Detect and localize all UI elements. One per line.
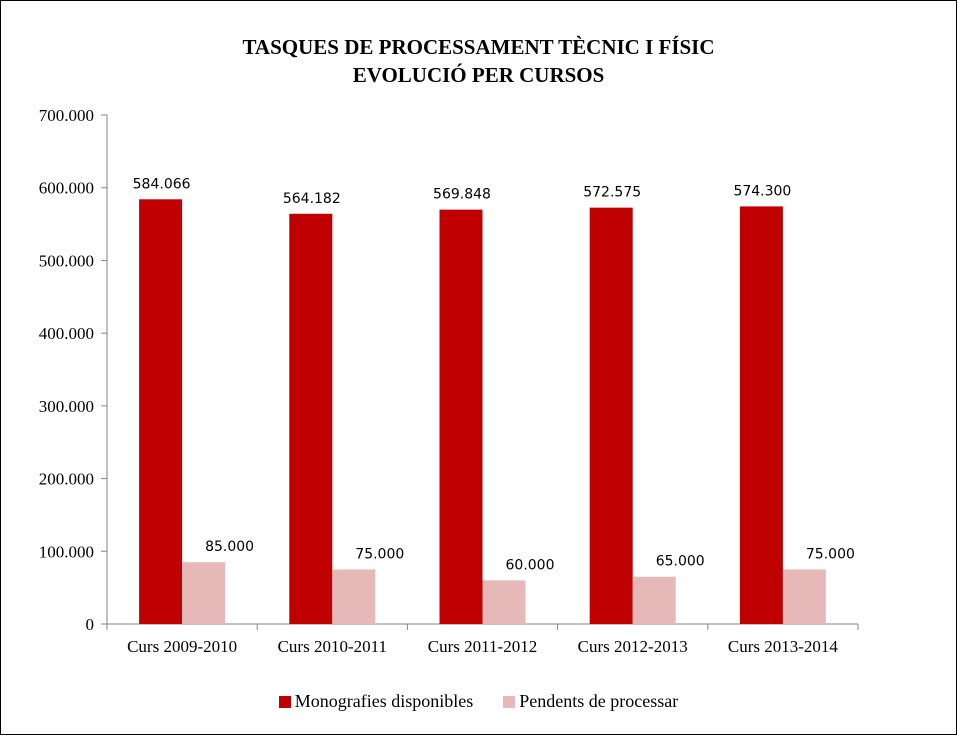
legend-item-series-2: Pendents de processar: [503, 691, 678, 712]
bar-pendents: [632, 576, 676, 624]
data-label: 574.300: [733, 183, 791, 199]
data-label: 569.848: [433, 187, 491, 203]
y-tick-label: 400.000: [39, 324, 94, 343]
y-tick-label: 700.000: [39, 106, 94, 125]
x-tick-label: Curs 2013-2014: [728, 637, 839, 656]
y-tick-label: 200.000: [39, 470, 94, 489]
chart-title: TASQUES DE PROCESSAMENT TÈCNIC I FÍSIC: [242, 35, 715, 59]
legend-label-series-1: Monografies disponibles: [294, 691, 474, 711]
data-label: 65.000: [656, 554, 705, 570]
y-tick-label: 500.000: [39, 251, 94, 270]
bar-pendents: [782, 569, 826, 624]
bar-monografies: [289, 213, 333, 624]
bar-monografies: [589, 207, 633, 624]
x-tick-label: Curs 2011-2012: [428, 637, 537, 656]
data-label: 584.066: [133, 176, 191, 192]
data-label: 564.182: [283, 191, 341, 207]
bar-monografies: [139, 199, 183, 624]
x-tick-label: Curs 2009-2010: [127, 637, 237, 656]
legend-swatch-series-1: [278, 695, 291, 708]
bar-monografies: [739, 206, 783, 624]
y-tick-label: 600.000: [39, 179, 94, 198]
chart-subtitle: EVOLUCIÓ PER CURSOS: [352, 63, 605, 87]
bar-monografies: [439, 209, 483, 624]
data-label: 75.000: [806, 546, 855, 562]
bar-pendents: [482, 580, 526, 624]
y-tick-label: 0: [86, 615, 95, 634]
data-label: 75.000: [355, 546, 404, 562]
chart-title-block: TASQUES DE PROCESSAMENT TÈCNIC I FÍSIC E…: [1, 33, 956, 89]
data-label: 572.575: [583, 185, 641, 201]
legend-swatch-series-2: [503, 695, 516, 708]
data-label: 60.000: [506, 557, 555, 573]
data-label: 85.000: [205, 539, 254, 555]
legend: Monografies disponibles Pendents de proc…: [1, 691, 956, 712]
bar-pendents: [332, 569, 376, 624]
bar-pendents: [182, 562, 226, 624]
legend-item-series-1: Monografies disponibles: [278, 691, 474, 712]
y-tick-label: 100.000: [39, 542, 94, 561]
x-tick-label: Curs 2012-2013: [578, 637, 688, 656]
y-tick-label: 300.000: [39, 397, 94, 416]
x-tick-label: Curs 2010-2011: [278, 637, 387, 656]
legend-label-series-2: Pendents de processar: [519, 691, 679, 711]
